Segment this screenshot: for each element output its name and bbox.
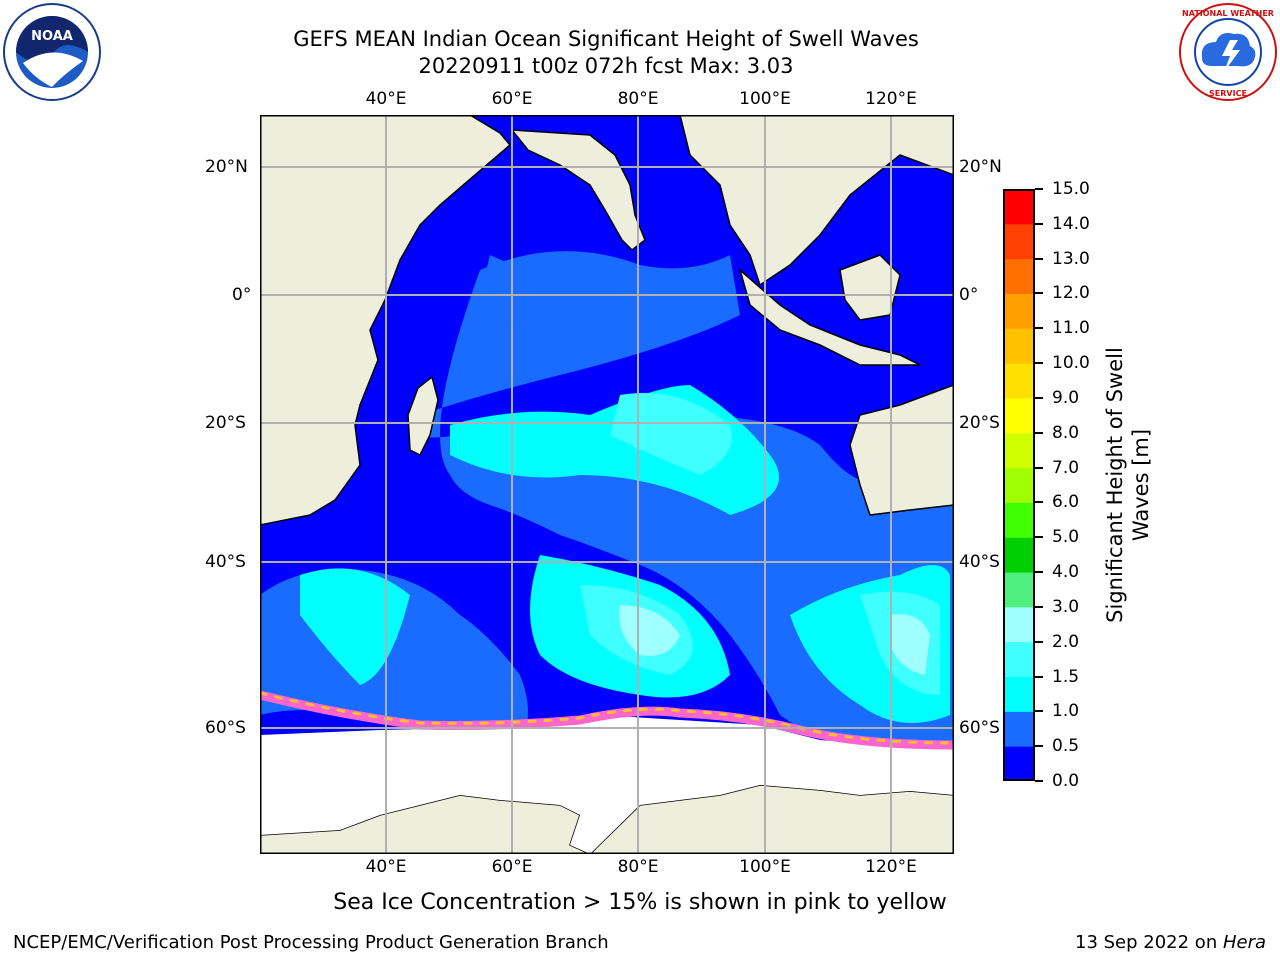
svg-text:NATIONAL WEATHER: NATIONAL WEATHER <box>1182 9 1274 18</box>
sea-ice-edge <box>260 690 954 750</box>
lat-label-right: 20°N <box>959 157 1002 177</box>
colorbar-tick-label: 12.0 <box>1052 283 1090 304</box>
colorbar-tick-label: 13.0 <box>1052 248 1090 269</box>
colorbar-segment <box>1003 746 1035 781</box>
colorbar-tick-mark <box>1035 745 1043 748</box>
colorbar-tick-label: 0.5 <box>1052 736 1080 757</box>
lat-label-left: 20°S <box>205 413 246 433</box>
lat-label-left: 0° <box>232 285 252 305</box>
colorbar-tick-mark <box>1035 675 1043 678</box>
colorbar-segment <box>1003 502 1035 538</box>
colorbar-tick-label: 11.0 <box>1052 318 1090 339</box>
colorbar-label: Significant Height of Swell Waves [m] <box>1102 275 1154 695</box>
colorbar-segment <box>1003 432 1035 469</box>
colorbar-segment <box>1003 363 1035 399</box>
colorbar-tick-mark <box>1035 571 1043 574</box>
noaa-logo: NOAA <box>3 3 101 101</box>
colorbar-tick-label: 6.0 <box>1052 492 1080 513</box>
colorbar-segment <box>1003 189 1035 225</box>
lon-label-bottom: 40°E <box>365 857 407 877</box>
colorbar-segment <box>1003 676 1035 712</box>
colorbar-segment <box>1003 711 1035 747</box>
lat-label-right: 20°S <box>959 413 1000 433</box>
svg-text:NOAA: NOAA <box>31 29 73 44</box>
chart-subtitle: 20220911 t00z 072h fcst Max: 3.03 <box>418 54 794 78</box>
sea-ice-note: Sea Ice Concentration > 15% is shown in … <box>333 890 947 915</box>
lon-label-top: 80°E <box>617 89 659 109</box>
lon-label-top: 120°E <box>865 89 917 109</box>
colorbar-segment <box>1003 467 1035 503</box>
colorbar-tick-label: 9.0 <box>1052 387 1080 408</box>
colorbar-tick-mark <box>1035 536 1043 539</box>
lon-label-top: 40°E <box>365 89 407 109</box>
lon-label-bottom: 120°E <box>865 857 917 877</box>
colorbar-tick-label: 1.0 <box>1052 701 1080 722</box>
colorbar-tick-mark <box>1035 640 1043 643</box>
colorbar-tick-label: 1.5 <box>1052 666 1080 687</box>
producer-credit: NCEP/EMC/Verification Post Processing Pr… <box>13 932 609 953</box>
colorbar-tick-mark <box>1035 188 1043 190</box>
colorbar-tick-mark <box>1035 362 1043 365</box>
lat-label-left: 60°S <box>205 718 246 738</box>
colorbar-segment <box>1003 397 1035 434</box>
colorbar-tick-mark <box>1035 780 1043 782</box>
colorbar-tick-label: 4.0 <box>1052 562 1080 583</box>
lat-label-left: 40°S <box>205 552 246 572</box>
colorbar-tick-mark <box>1035 292 1043 295</box>
colorbar-segment <box>1003 572 1035 608</box>
colorbar-tick-mark <box>1035 257 1043 260</box>
colorbar-segment <box>1003 606 1035 643</box>
generation-date-text: 13 Sep 2022 on <box>1075 932 1223 953</box>
colorbar-tick-mark <box>1035 710 1043 713</box>
lon-label-bottom: 80°E <box>617 857 659 877</box>
lat-label-right: 60°S <box>959 718 1000 738</box>
colorbar-segment <box>1003 537 1035 573</box>
lon-label-top: 100°E <box>739 89 791 109</box>
lat-label-left: 20°N <box>205 157 248 177</box>
colorbar-label-line2: Waves [m] <box>1129 428 1153 542</box>
lat-label-right: 0° <box>959 285 979 305</box>
colorbar-segment <box>1003 223 1035 260</box>
colorbar-tick-label: 2.0 <box>1052 631 1080 652</box>
chart-title: GEFS MEAN Indian Ocean Significant Heigh… <box>293 27 919 51</box>
colorbar-tick-label: 14.0 <box>1052 213 1090 234</box>
generation-date: 13 Sep 2022 on Hera <box>1075 932 1266 953</box>
host-name: Hera <box>1222 932 1266 953</box>
colorbar-tick-mark <box>1035 396 1043 399</box>
colorbar-segment <box>1003 328 1035 364</box>
colorbar-tick-label: 15.0 <box>1052 179 1090 199</box>
colorbar-tick-label: 5.0 <box>1052 527 1080 548</box>
colorbar-tick-label: 7.0 <box>1052 457 1080 478</box>
colorbar-tick-label: 8.0 <box>1052 422 1080 443</box>
colorbar-tick-mark <box>1035 501 1043 504</box>
colorbar-tick-label: 0.0 <box>1052 771 1080 791</box>
svg-text:SERVICE: SERVICE <box>1209 89 1247 98</box>
colorbar-tick-label: 3.0 <box>1052 596 1080 617</box>
colorbar-segment <box>1003 258 1035 294</box>
colorbar-tick-mark <box>1035 327 1043 330</box>
lat-label-right: 40°S <box>959 552 1000 572</box>
graticule <box>260 115 954 854</box>
swell-band-2.0-3.0 <box>619 605 930 675</box>
lon-label-bottom: 60°E <box>491 857 533 877</box>
colorbar-tick-mark <box>1035 466 1043 469</box>
lon-label-top: 60°E <box>491 89 533 109</box>
colorbar-tick-mark <box>1035 431 1043 434</box>
colorbar-segment <box>1003 641 1035 678</box>
colorbar-label-line1: Significant Height of Swell <box>1103 347 1127 623</box>
colorbar-tick-label: 10.0 <box>1052 353 1090 374</box>
colorbar-tick-mark <box>1035 222 1043 225</box>
swell-height-map <box>260 115 954 854</box>
nws-logo: NATIONAL WEATHER SERVICE <box>1178 2 1278 102</box>
colorbar-segment <box>1003 293 1035 329</box>
colorbar-tick-mark <box>1035 605 1043 608</box>
lon-label-bottom: 100°E <box>739 857 791 877</box>
colorbar <box>1003 189 1035 781</box>
